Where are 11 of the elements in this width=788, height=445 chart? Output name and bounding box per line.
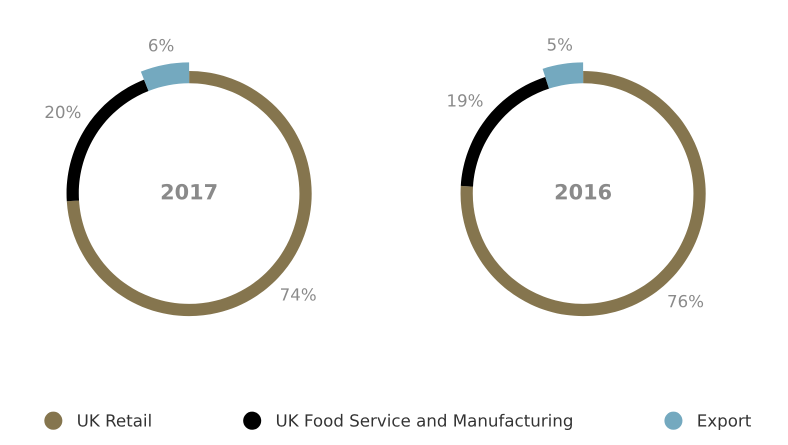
data-label: 5% (548, 38, 572, 51)
text: 2017 (162, 184, 216, 200)
text: 2016 (556, 184, 611, 200)
legend-label: UK Food Service and Manufacturing (276, 414, 572, 430)
data-label: 19% (448, 94, 483, 107)
legend-label: Export (698, 414, 751, 430)
data-label: 76% (668, 294, 704, 308)
legend-label: UK Retail (78, 414, 151, 427)
data-label: 20% (46, 106, 80, 118)
data-label: 74% (280, 288, 316, 301)
data-label: 6% (149, 38, 174, 52)
